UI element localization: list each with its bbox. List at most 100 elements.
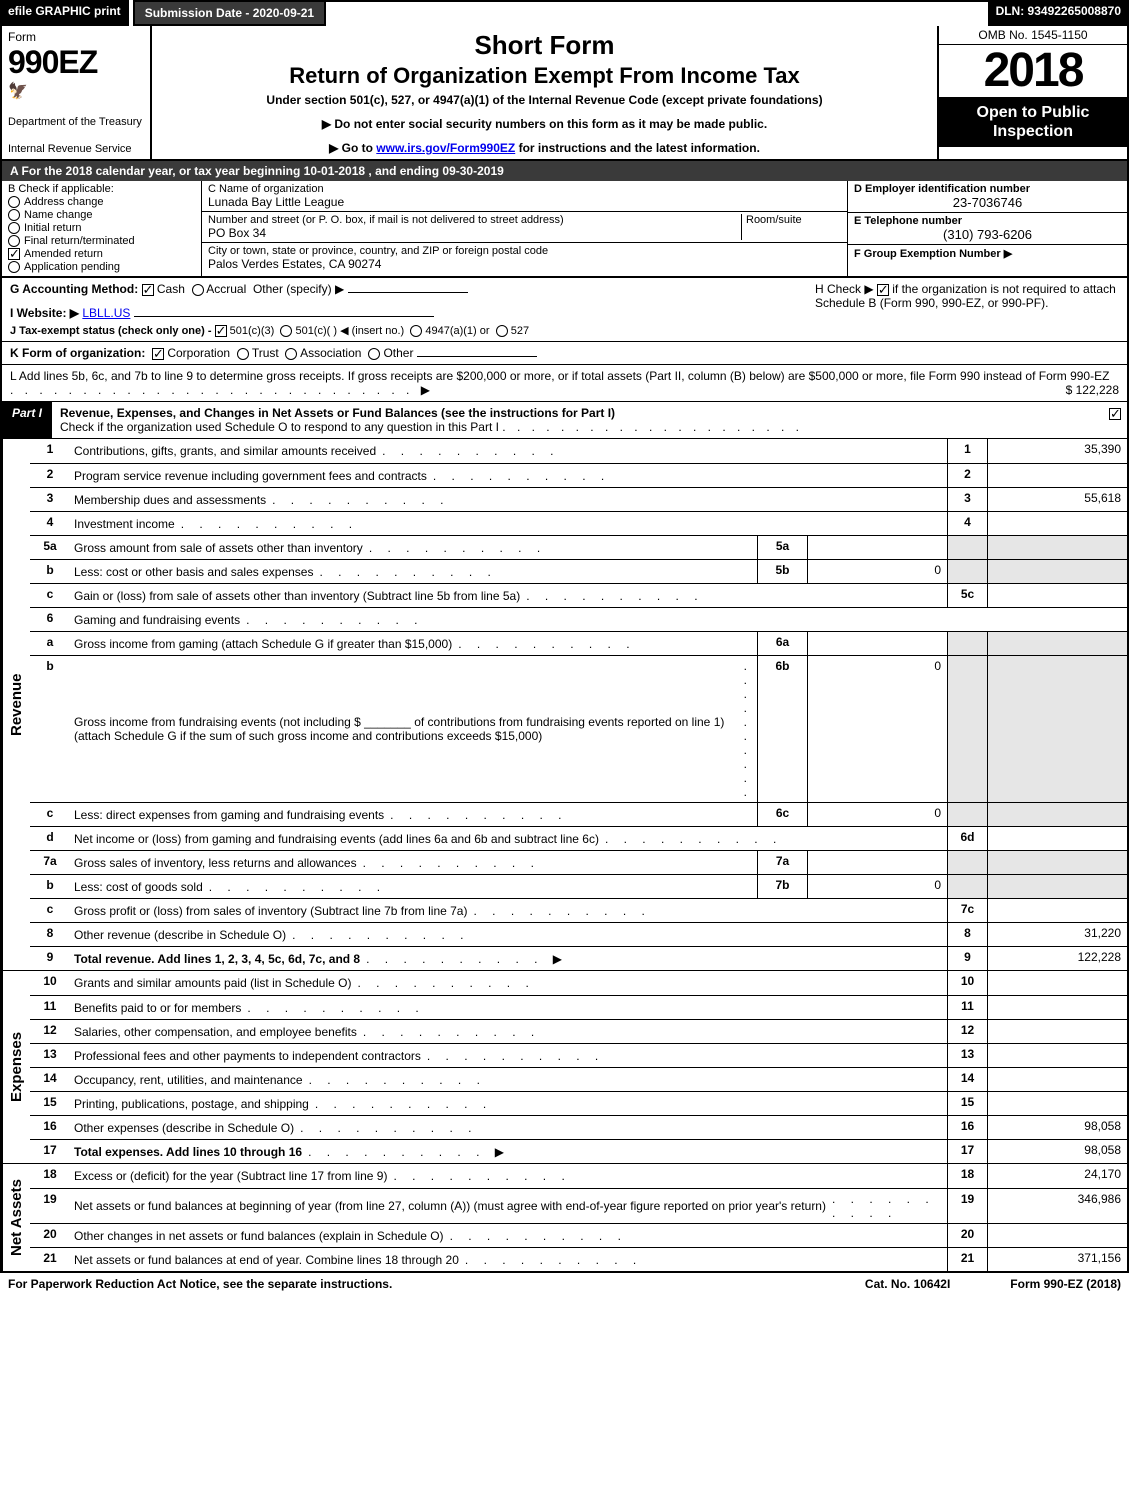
right-line-number: 3 [947, 488, 987, 511]
radio-icon[interactable] [285, 348, 297, 360]
amount-cell: 35,390 [987, 439, 1127, 463]
line-description: Other changes in net assets or fund bala… [70, 1224, 947, 1247]
right-line-number [947, 560, 987, 583]
website-link[interactable]: LBLL.US [82, 306, 130, 320]
part-i-label: Part I [2, 402, 52, 438]
right-line-number: 6d [947, 827, 987, 850]
line-number: 20 [30, 1224, 70, 1247]
right-line-number [947, 632, 987, 655]
right-line-number: 19 [947, 1189, 987, 1223]
table-row: cLess: direct expenses from gaming and f… [30, 802, 1127, 826]
line-description: Gross sales of inventory, less returns a… [70, 851, 757, 874]
checkbox-icon [1109, 408, 1121, 420]
other-specify-input[interactable] [348, 292, 468, 293]
efile-label[interactable]: efile GRAPHIC print [0, 0, 129, 26]
line-description: Net income or (loss) from gaming and fun… [70, 827, 947, 850]
right-line-number: 5c [947, 584, 987, 607]
subline: Under section 501(c), 527, or 4947(a)(1)… [266, 93, 822, 107]
line-description: Total revenue. Add lines 1, 2, 3, 4, 5c,… [70, 947, 947, 970]
submission-date: Submission Date - 2020-09-21 [133, 0, 326, 26]
line-l: L Add lines 5b, 6c, and 7b to line 9 to … [0, 365, 1129, 402]
omb-no: OMB No. 1545-1150 [939, 26, 1127, 45]
table-row: 20Other changes in net assets or fund ba… [30, 1223, 1127, 1247]
table-row: 5aGross amount from sale of assets other… [30, 535, 1127, 559]
table-row: 16Other expenses (describe in Schedule O… [30, 1115, 1127, 1139]
table-row: dNet income or (loss) from gaming and fu… [30, 826, 1127, 850]
radio-icon[interactable] [410, 325, 422, 337]
line-i: I Website: ▶ LBLL.US [10, 306, 799, 320]
org-name: Lunada Bay Little League [208, 195, 344, 209]
checkbox-icon[interactable] [142, 284, 154, 296]
amount-cell [987, 827, 1127, 850]
line-number: 15 [30, 1092, 70, 1115]
line-description: Salaries, other compensation, and employ… [70, 1020, 947, 1043]
directive-goto: ▶ Go to www.irs.gov/Form990EZ for instru… [329, 141, 760, 155]
sub-line-number: 7a [757, 851, 807, 874]
chk-name-change[interactable]: Name change [8, 209, 195, 221]
part-i-checkline: Check if the organization used Schedule … [60, 420, 499, 434]
checkbox-icon[interactable] [152, 348, 164, 360]
revenue-section: Revenue 1Contributions, gifts, grants, a… [2, 439, 1127, 970]
directive-ssn: ▶ Do not enter social security numbers o… [322, 117, 767, 131]
period-begin: 10-01-2018 [304, 164, 365, 178]
radio-icon [8, 222, 20, 234]
amount-cell [987, 875, 1127, 898]
line-description: Contributions, gifts, grants, and simila… [70, 439, 947, 463]
dln: DLN: 93492265008870 [988, 0, 1129, 26]
line-description: Professional fees and other payments to … [70, 1044, 947, 1067]
checkbox-icon[interactable] [215, 325, 227, 337]
irs-label: Internal Revenue Service [8, 143, 144, 155]
radio-icon[interactable] [496, 325, 508, 337]
line-description: Gross income from fundraising events (no… [70, 656, 757, 802]
line-description: Total expenses. Add lines 10 through 16 … [70, 1140, 947, 1163]
title-return: Return of Organization Exempt From Incom… [289, 63, 800, 89]
line-description: Gain or (loss) from sale of assets other… [70, 584, 947, 607]
line-number: 11 [30, 996, 70, 1019]
amount-cell: 346,986 [987, 1189, 1127, 1223]
row-a-period: A For the 2018 calendar year, or tax yea… [0, 161, 1129, 181]
table-row: 14Occupancy, rent, utilities, and mainte… [30, 1067, 1127, 1091]
radio-icon[interactable] [237, 348, 249, 360]
ein-value: 23-7036746 [854, 195, 1121, 210]
netassets-side-label: Net Assets [2, 1164, 30, 1271]
line-description: Net assets or fund balances at beginning… [70, 1189, 947, 1223]
line-description: Printing, publications, postage, and shi… [70, 1092, 947, 1115]
checkbox-icon[interactable] [877, 284, 889, 296]
chk-application-pending[interactable]: Application pending [8, 261, 195, 273]
f-label: F Group Exemption Number ▶ [854, 248, 1012, 260]
radio-icon[interactable] [368, 348, 380, 360]
table-row: 10Grants and similar amounts paid (list … [30, 971, 1127, 995]
form-header: Form 990EZ 🦅 Department of the Treasury … [0, 26, 1129, 161]
line-g: G Accounting Method: Cash Accrual Other … [10, 282, 799, 296]
radio-icon[interactable] [192, 284, 204, 296]
chk-final-return[interactable]: Final return/terminated [8, 235, 195, 247]
sub-line-number: 6b [757, 656, 807, 802]
line-number: 1 [30, 439, 70, 463]
right-line-number: 2 [947, 464, 987, 487]
line-number: 17 [30, 1140, 70, 1163]
right-line-number [947, 656, 987, 802]
line-description: Membership dues and assessments . . . . … [70, 488, 947, 511]
line-number: 18 [30, 1164, 70, 1188]
right-line-number: 14 [947, 1068, 987, 1091]
line-description: Gross income from gaming (attach Schedul… [70, 632, 757, 655]
irs-link[interactable]: www.irs.gov/Form990EZ [376, 141, 515, 155]
chk-initial-return[interactable]: Initial return [8, 222, 195, 234]
sub-line-value: 0 [807, 560, 947, 583]
line-description: Occupancy, rent, utilities, and maintena… [70, 1068, 947, 1091]
line-number: 3 [30, 488, 70, 511]
right-line-number: 7c [947, 899, 987, 922]
gh-block: G Accounting Method: Cash Accrual Other … [0, 278, 1129, 342]
footer-catno: Cat. No. 10642I [865, 1277, 950, 1291]
part-i-table: Revenue 1Contributions, gifts, grants, a… [0, 439, 1129, 1273]
amount-cell: 122,228 [987, 947, 1127, 970]
chk-amended-return[interactable]: Amended return [8, 248, 195, 260]
right-line-number: 10 [947, 971, 987, 995]
amount-cell [987, 632, 1127, 655]
chk-address-change[interactable]: Address change [8, 196, 195, 208]
part-i-checkbox[interactable] [1103, 402, 1127, 438]
radio-icon[interactable] [280, 325, 292, 337]
sub-line-value: 0 [807, 656, 947, 802]
table-row: bLess: cost of goods sold . . . . . . . … [30, 874, 1127, 898]
line-number: c [30, 899, 70, 922]
